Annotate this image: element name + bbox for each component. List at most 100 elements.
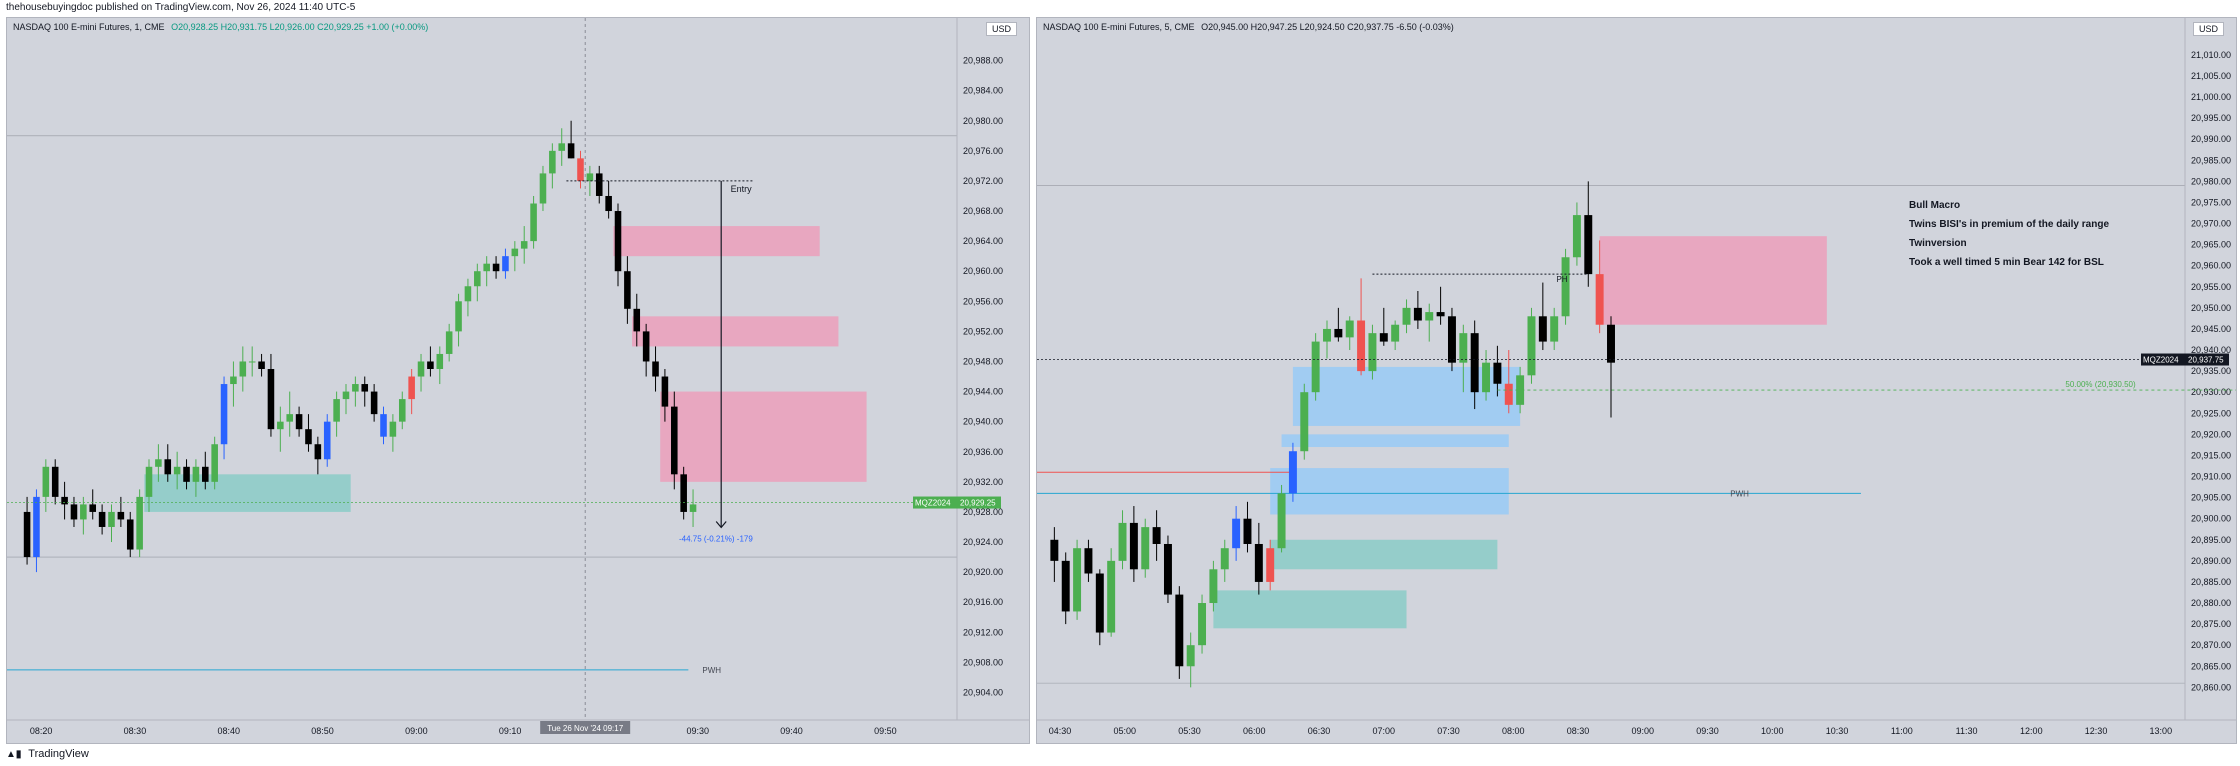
- x-tick-label: 06:00: [1243, 726, 1266, 736]
- candle-body: [117, 511, 125, 520]
- y-tick-label: 20,980.00: [963, 116, 1003, 126]
- candle-body: [1220, 548, 1229, 570]
- chart-legend: NASDAQ 100 E-mini Futures, 1, CME O20,92…: [13, 22, 428, 32]
- candle-body: [1073, 548, 1082, 612]
- candle-body: [33, 496, 40, 558]
- note-1: Bull Macro: [1909, 200, 1961, 211]
- pwh-label: PWH: [1730, 489, 1749, 498]
- y-tick-label: 20,970.00: [2191, 219, 2231, 229]
- candle-body: [1357, 320, 1366, 372]
- candle-body: [1323, 328, 1331, 342]
- candle-body: [1436, 312, 1445, 317]
- y-tick-label: 20,988.00: [963, 56, 1003, 66]
- y-tick-label: 20,916.00: [963, 597, 1003, 607]
- y-tick-label: 20,990.00: [2191, 134, 2231, 144]
- y-tick-label: 20,945.00: [2191, 324, 2231, 334]
- y-tick-label: 20,925.00: [2191, 408, 2231, 418]
- publisher-header: thehousebuyingdoc published on TradingVi…: [6, 2, 356, 13]
- candle-body: [1504, 383, 1513, 405]
- fib-50-label: 50.00% (20,930.50): [2065, 380, 2136, 389]
- chart-1min-canvas[interactable]: 20,904.00 20,908.00 20,912.00 20,916.00 20,9…: [7, 18, 1030, 744]
- x-tick-label: 09:10: [499, 726, 522, 736]
- x-tick-label: 07:00: [1373, 726, 1396, 736]
- candle-body: [380, 414, 387, 437]
- y-tick-label: 20,975.00: [2191, 197, 2231, 207]
- footer-brand: TradingView: [28, 748, 89, 760]
- candle-body: [305, 429, 312, 445]
- currency-button[interactable]: USD: [2192, 22, 2224, 36]
- y-tick-label: 20,940.00: [2191, 345, 2231, 355]
- candle-body: [680, 474, 687, 512]
- candle-body: [1152, 527, 1161, 544]
- y-tick-label: 20,952.00: [963, 326, 1003, 336]
- symbol-label: NASDAQ 100 E-mini Futures, 5, CME: [1043, 22, 1195, 32]
- x-tick-label: 05:00: [1114, 726, 1137, 736]
- x-tick-label: 09:00: [405, 726, 428, 736]
- chart-panel-1min[interactable]: 20,904.00 20,908.00 20,912.00 20,916.00 20,9…: [6, 17, 1030, 744]
- chart-panel-5min[interactable]: 20,860.00 20,865.00 20,870.00 20,875.00 20,8…: [1036, 17, 2237, 744]
- y-tick-label: 20,875.00: [2191, 619, 2231, 629]
- candle-body: [614, 211, 622, 272]
- candle-body: [1095, 573, 1104, 633]
- candle-body: [1118, 522, 1127, 561]
- candle-body: [1198, 603, 1207, 646]
- x-tick-label: 11:00: [1891, 726, 1913, 736]
- y-tick-label: 21,005.00: [2191, 71, 2231, 81]
- candle-body: [1254, 543, 1263, 582]
- x-tick-label: 08:30: [1567, 726, 1590, 736]
- candle-body: [98, 511, 106, 527]
- candle-body: [642, 331, 650, 362]
- y-tick-label: 20,936.00: [963, 447, 1003, 457]
- y-tick-label: 20,930.00: [2191, 387, 2231, 397]
- y-tick-label: 20,968.00: [963, 206, 1003, 216]
- y-tick-label: 20,960.00: [2191, 261, 2231, 271]
- candle-body: [1459, 333, 1468, 363]
- y-tick-label: 20,890.00: [2191, 556, 2231, 566]
- candle-body: [361, 384, 369, 392]
- tradingview-logo-icon: ▲▮: [6, 749, 22, 760]
- candle-body: [108, 511, 115, 527]
- y-tick-label: 21,010.00: [2191, 50, 2231, 60]
- y-tick-label: 20,955.00: [2191, 282, 2231, 292]
- x-tick-label: 04:30: [1049, 726, 1072, 736]
- candle-body: [192, 466, 200, 482]
- candle-body: [417, 361, 425, 377]
- candle-body: [23, 511, 31, 558]
- note-3: Twinversion: [1909, 238, 1967, 249]
- y-tick-label: 20,928.00: [963, 507, 1003, 517]
- bullish-fvg-zone: [1213, 590, 1407, 629]
- symbol-label: NASDAQ 100 E-mini Futures, 1, CME: [13, 22, 165, 32]
- x-tick-label: 13:00: [2150, 726, 2173, 736]
- x-tick-label: 12:30: [2085, 726, 2108, 736]
- price-tag: [2185, 353, 2229, 366]
- candle-body: [520, 241, 528, 249]
- x-tick-label: 09:00: [1632, 726, 1655, 736]
- currency-button[interactable]: USD: [985, 22, 1017, 36]
- candle-body: [661, 376, 669, 407]
- candle-body: [549, 150, 556, 174]
- candle-body: [427, 361, 434, 369]
- candle-body: [474, 271, 481, 287]
- candle-body: [1175, 594, 1184, 667]
- y-tick-label: 20,965.00: [2191, 240, 2231, 250]
- candle-body: [1345, 320, 1354, 338]
- candle-body: [126, 519, 134, 550]
- candle-body: [398, 399, 406, 422]
- y-tick-label: 20,905.00: [2191, 493, 2231, 503]
- y-tick-label: 20,912.00: [963, 627, 1003, 637]
- candle-body: [1163, 543, 1172, 595]
- x-tick-label: 08:50: [311, 726, 334, 736]
- candle-body: [42, 466, 50, 497]
- candle-body: [352, 384, 359, 392]
- candle-body: [1266, 548, 1275, 582]
- x-tick-label: 08:30: [124, 726, 147, 736]
- y-tick-label: 20,972.00: [963, 176, 1003, 186]
- candle-body: [1572, 215, 1581, 258]
- candle-body: [1482, 362, 1491, 393]
- candle-body: [1209, 569, 1218, 604]
- x-tick-label: 07:30: [1437, 726, 1460, 736]
- chart-5min-canvas[interactable]: 20,860.00 20,865.00 20,870.00 20,875.00 20,8…: [1037, 18, 2237, 744]
- y-tick-label: 20,870.00: [2191, 640, 2231, 650]
- candle-body: [1243, 518, 1252, 544]
- candle-body: [605, 195, 612, 212]
